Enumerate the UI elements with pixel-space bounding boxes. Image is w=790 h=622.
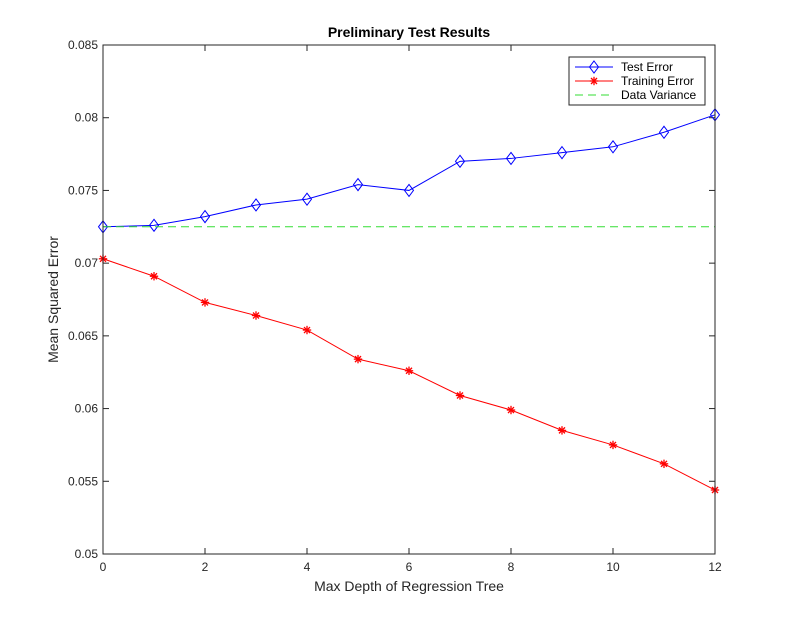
legend-label-test-error: Test Error <box>621 60 673 74</box>
y-tick-label: 0.065 <box>68 329 98 343</box>
data-point-test-error <box>454 154 466 169</box>
data-point-training-error <box>557 426 567 435</box>
y-tick-label: 0.06 <box>75 402 99 416</box>
data-point-test-error <box>403 183 415 198</box>
data-point-test-error <box>199 209 211 224</box>
y-tick-label: 0.055 <box>68 474 98 488</box>
x-tick-label: 10 <box>606 560 620 574</box>
data-point-test-error <box>556 145 568 160</box>
x-tick-label: 2 <box>202 560 209 574</box>
x-tick-label: 4 <box>304 560 311 574</box>
y-tick-label: 0.05 <box>75 547 99 561</box>
data-point-test-error <box>505 151 517 166</box>
data-point-test-error <box>250 198 262 212</box>
data-point-training-error <box>455 391 465 400</box>
data-point-training-error <box>302 325 312 335</box>
series-layer <box>97 107 721 495</box>
series-line-test-error <box>102 114 716 228</box>
data-point-training-error <box>659 459 669 469</box>
data-point-test-error <box>352 177 364 192</box>
data-point-training-error <box>251 311 261 320</box>
data-point-training-error <box>404 366 414 375</box>
data-point-training-error <box>149 272 159 281</box>
chart-title: Preliminary Test Results <box>328 24 491 40</box>
data-point-test-error <box>301 192 313 206</box>
data-point-training-error <box>608 440 618 450</box>
y-tick-label: 0.075 <box>68 183 98 197</box>
y-tick-label: 0.08 <box>75 111 99 125</box>
data-point-training-error <box>506 405 516 415</box>
y-tick-label: 0.085 <box>68 38 98 52</box>
y-axis-title: Mean Squared Error <box>45 236 61 363</box>
series-training-error <box>98 254 720 495</box>
data-point-test-error <box>607 139 619 154</box>
x-tick-label: 12 <box>708 560 722 574</box>
x-tick-label: 6 <box>406 560 413 574</box>
data-point-test-error <box>658 125 670 140</box>
legend-marker-training-error <box>589 76 599 86</box>
legend-marker-test-error <box>588 60 600 74</box>
legend-label-training-error: Training Error <box>621 74 694 88</box>
x-tick-label: 8 <box>508 560 515 574</box>
x-axis-title: Max Depth of Regression Tree <box>314 578 504 594</box>
data-point-test-error <box>148 218 160 233</box>
plot-frame <box>102 44 716 555</box>
y-tick-label: 0.07 <box>75 256 99 270</box>
legend-label-data-variance: Data Variance <box>621 88 696 102</box>
data-point-training-error <box>353 354 363 364</box>
x-tick-label: 0 <box>100 560 107 574</box>
data-point-training-error <box>200 298 210 307</box>
